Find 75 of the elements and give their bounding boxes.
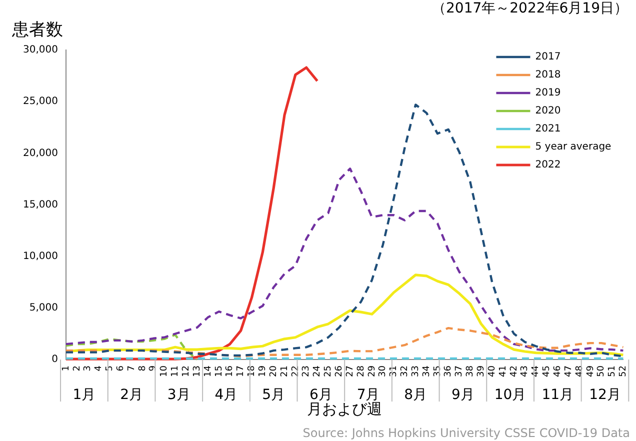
x-tick-label: 15 bbox=[214, 366, 224, 377]
text: 12月 bbox=[589, 387, 621, 404]
x-tick-label: 8 bbox=[138, 365, 148, 372]
x-tick-label: 10 bbox=[160, 365, 170, 377]
x-tick-label: 7 bbox=[126, 366, 137, 372]
x-tick-label: 45 bbox=[542, 366, 552, 377]
text: 5月 bbox=[262, 387, 286, 404]
x-tick-label: 4 bbox=[94, 365, 104, 372]
chart-title: 患者数 bbox=[11, 20, 63, 40]
x-tick-label: 38 bbox=[466, 365, 476, 377]
y-tick-label: 25,000 bbox=[22, 96, 58, 108]
x-tick-label: 43 bbox=[520, 366, 530, 377]
x-tick-label: 16 bbox=[225, 365, 236, 377]
text: 2月 bbox=[120, 387, 144, 404]
x-tick-label: 26 bbox=[334, 365, 344, 377]
legend-label: 2022 bbox=[535, 160, 561, 171]
x-tick-label: 28 bbox=[356, 365, 366, 377]
x-tick-label: 42 bbox=[509, 366, 520, 377]
y-tick-label: 0 bbox=[52, 354, 58, 366]
y-tick-label: 30,000 bbox=[22, 44, 58, 56]
x-tick-label: 52 bbox=[618, 366, 629, 377]
x-tick-label: 51 bbox=[608, 366, 618, 377]
y-tick-label: 10,000 bbox=[22, 250, 58, 262]
x-tick-label: 36 bbox=[444, 365, 454, 377]
text: 8月 bbox=[404, 387, 428, 404]
x-tick-label: 25 bbox=[324, 366, 334, 377]
x-tick-label: 14 bbox=[203, 365, 214, 377]
x-tick-label: 11 bbox=[170, 366, 181, 377]
x-tick-label: 27 bbox=[345, 366, 356, 377]
x-tick-label: 31 bbox=[389, 366, 400, 377]
text: 1月 bbox=[72, 387, 96, 404]
x-tick-label: 13 bbox=[192, 366, 202, 377]
text: 9月 bbox=[451, 387, 474, 404]
x-tick-label: 29 bbox=[367, 365, 378, 377]
x-tick-label: 12 bbox=[182, 366, 192, 377]
text: 3月 bbox=[167, 387, 190, 404]
line-series bbox=[64, 334, 198, 361]
legend-label: 2017 bbox=[535, 52, 561, 63]
chart-subtitle: （2017年～2022年6月19日） bbox=[432, 0, 628, 17]
x-tick-label: 23 bbox=[302, 366, 312, 377]
x-tick-label: 49 bbox=[586, 365, 596, 377]
x-tick-label: 24 bbox=[312, 365, 323, 377]
x-tick-label: 19 bbox=[258, 365, 268, 377]
x-tick-label: 30 bbox=[378, 365, 388, 377]
x-tick-label: 34 bbox=[422, 365, 432, 377]
x-tick-label: 50 bbox=[596, 365, 607, 377]
source-note: Source: Johns Hopkins University CSSE COVID-19 Data bbox=[302, 426, 630, 440]
x-tick-label: 2 bbox=[72, 366, 82, 372]
x-tick-label: 41 bbox=[498, 366, 508, 377]
legend-label: 5 year average bbox=[535, 142, 612, 153]
x-tick-label: 33 bbox=[410, 366, 421, 377]
y-tick-label: 20,000 bbox=[22, 148, 58, 159]
legend-label: 2020 bbox=[535, 106, 561, 117]
x-tick-label: 39 bbox=[476, 365, 487, 377]
x-tick-label: 20 bbox=[268, 365, 279, 377]
y-tick-label: 15,000 bbox=[22, 199, 58, 210]
text: 11月 bbox=[542, 387, 574, 404]
line-series bbox=[64, 326, 624, 358]
x-tick-label: 47 bbox=[564, 366, 574, 377]
x-tick-label: 46 bbox=[552, 365, 563, 377]
x-tick-label: 32 bbox=[400, 366, 410, 377]
x-tick-label: 1 bbox=[61, 366, 72, 372]
x-tick-label: 37 bbox=[454, 366, 465, 377]
legend-label: 2021 bbox=[535, 124, 561, 135]
line-series bbox=[64, 168, 624, 352]
legend-label: 2018 bbox=[535, 70, 561, 81]
x-tick-label: 21 bbox=[280, 366, 290, 377]
text: 4月 bbox=[214, 387, 238, 404]
x-tick-label: 3 bbox=[83, 366, 94, 372]
x-tick-label: 6 bbox=[116, 365, 126, 372]
x-tick-label: 17 bbox=[236, 366, 246, 377]
x-tick-label: 40 bbox=[487, 365, 498, 377]
legend-label: 2019 bbox=[535, 88, 561, 99]
text: 10月 bbox=[494, 387, 526, 404]
y-tick-label: 5,000 bbox=[29, 302, 58, 314]
